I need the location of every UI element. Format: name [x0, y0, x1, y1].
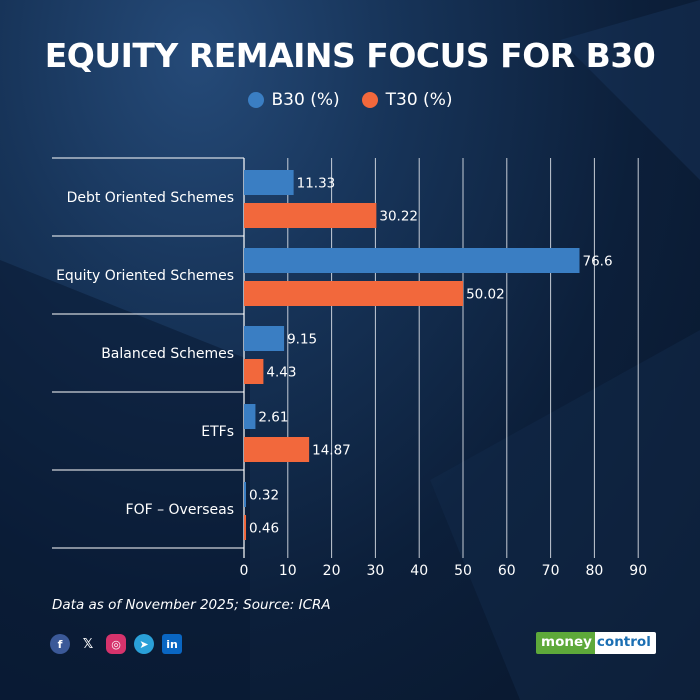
- social-links: f 𝕏 ◎ ➤ in: [50, 634, 182, 654]
- chart-legend: B30 (%) T30 (%): [0, 90, 700, 110]
- data-label-t30: 0.46: [249, 521, 279, 537]
- x-tick-label: 60: [498, 563, 516, 579]
- bar-b30: [244, 170, 294, 195]
- legend-swatch-t30: [361, 92, 378, 108]
- linkedin-icon[interactable]: in: [162, 634, 182, 654]
- bar-t30: [244, 281, 464, 306]
- x-tick-label: 50: [454, 563, 472, 579]
- bar-b30: [244, 482, 246, 507]
- legend-item-b30: B30 (%): [247, 90, 340, 110]
- brand-logo-part1: money: [536, 632, 595, 654]
- x-tick-label: 20: [323, 563, 341, 579]
- bar-t30: [244, 203, 377, 228]
- x-tick-label: 40: [410, 563, 428, 579]
- bar-b30: [244, 404, 256, 429]
- data-label-t30: 50.02: [466, 287, 505, 303]
- data-label-b30: 11.33: [297, 176, 336, 192]
- legend-label-t30: T30 (%): [385, 90, 453, 110]
- bar-b30: [244, 248, 580, 273]
- brand-logo: money control: [536, 632, 656, 654]
- bar-b30: [244, 326, 285, 351]
- data-label-b30: 2.61: [258, 410, 288, 426]
- x-tick-label: 10: [279, 563, 297, 579]
- bar-t30: [244, 515, 247, 540]
- category-label: Balanced Schemes: [101, 346, 234, 362]
- legend-item-t30: T30 (%): [361, 90, 453, 110]
- category-label: Equity Oriented Schemes: [56, 268, 234, 284]
- instagram-icon[interactable]: ◎: [106, 634, 126, 654]
- legend-swatch-b30: [247, 92, 264, 108]
- x-tick-label: 0: [240, 563, 249, 579]
- source-note: Data as of November 2025; Source: ICRA: [52, 597, 331, 613]
- x-tick-label: 90: [629, 563, 647, 579]
- x-icon[interactable]: 𝕏: [82, 636, 94, 652]
- category-label: Debt Oriented Schemes: [67, 190, 234, 206]
- bar-t30: [244, 437, 310, 462]
- x-tick-label: 70: [542, 563, 560, 579]
- page-title: EQUITY REMAINS FOCUS FOR B30: [44, 36, 656, 75]
- brand-logo-part2: control: [594, 632, 656, 654]
- data-label-t30: 14.87: [312, 443, 351, 459]
- data-label-b30: 9.15: [287, 332, 317, 348]
- legend-label-b30: B30 (%): [271, 90, 340, 110]
- category-label: FOF – Overseas: [126, 502, 234, 518]
- data-label-t30: 4.43: [266, 365, 296, 381]
- data-label-b30: 76.6: [583, 254, 613, 270]
- data-label-t30: 30.22: [379, 209, 418, 225]
- data-label-b30: 0.32: [249, 488, 279, 504]
- bar-t30: [244, 359, 264, 384]
- x-tick-label: 30: [366, 563, 384, 579]
- x-tick-label: 80: [585, 563, 603, 579]
- category-label: ETFs: [201, 424, 234, 440]
- telegram-icon[interactable]: ➤: [134, 634, 154, 654]
- facebook-icon[interactable]: f: [50, 634, 70, 654]
